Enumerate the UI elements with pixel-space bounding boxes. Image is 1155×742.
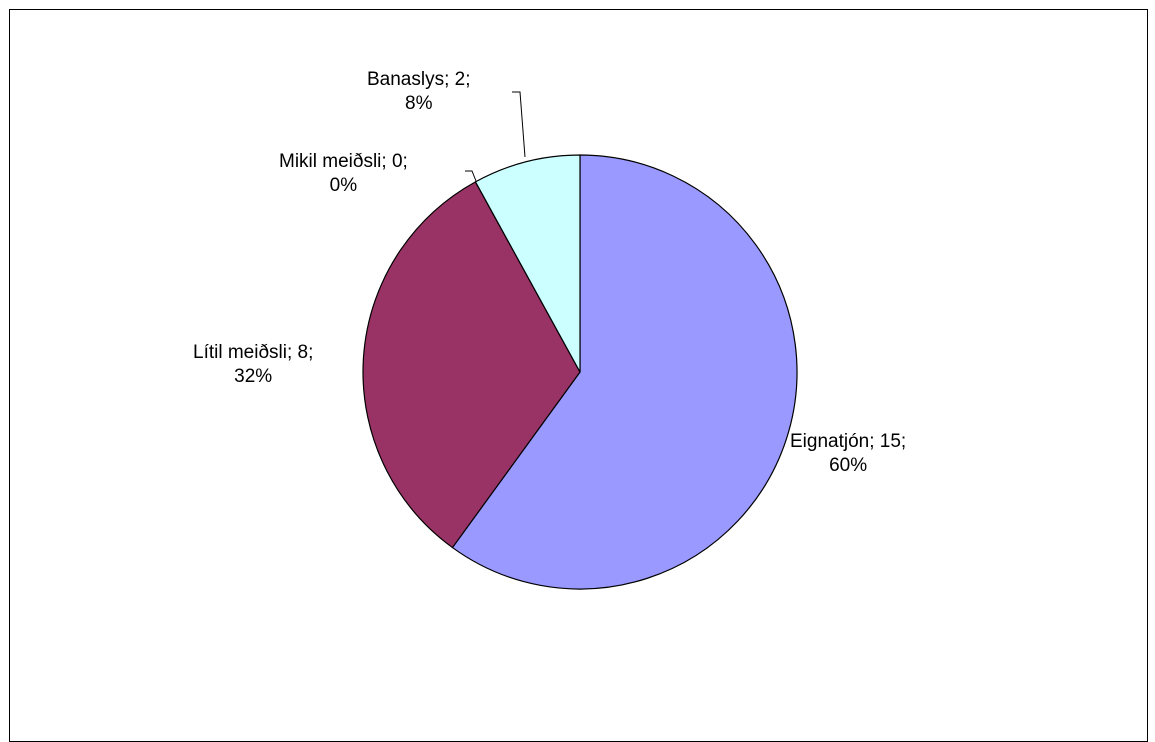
pie-slice-l-til-mei-sli — [362, 181, 581, 549]
leader-lines — [465, 91, 526, 182]
data-label-litil-meidsli-line2: 32% — [234, 366, 273, 387]
data-label-eignatjon-line2: 60% — [829, 455, 868, 476]
leader-line-mikil-meidsli — [465, 170, 477, 182]
data-label-banaslys-line1: Banaslys; 2; — [367, 69, 471, 90]
data-label-banaslys: Banaslys; 2; 8% — [367, 68, 471, 116]
data-label-litil-meidsli: Lítil meiðsli; 8; 32% — [193, 341, 313, 389]
data-label-eignatjon-line1: Eignatjón; 15; — [790, 431, 907, 452]
data-label-mikil-meidsli-line1: Mikil meiðsli; 0; — [279, 151, 408, 172]
pie-slice-eignatj-n — [451, 154, 798, 590]
leader-line-banaslys — [512, 91, 526, 158]
data-label-banaslys-line2: 8% — [405, 93, 433, 114]
data-label-mikil-meidsli-line2: 0% — [329, 175, 358, 196]
data-label-mikil-meidsli: Mikil meiðsli; 0; 0% — [279, 150, 408, 198]
data-label-litil-meidsli-line1: Lítil meiðsli; 8; — [193, 342, 314, 363]
data-label-eignatjon: Eignatjón; 15; 60% — [790, 430, 906, 478]
pie-slice-banaslys — [474, 154, 581, 373]
pie-slices — [362, 154, 798, 590]
